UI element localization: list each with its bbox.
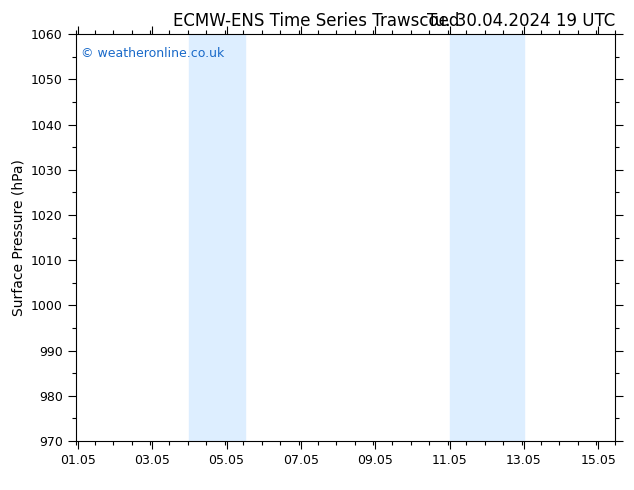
Bar (450, 34, 524, 441)
Text: Tu. 30.04.2024 19 UTC: Tu. 30.04.2024 19 UTC (427, 12, 615, 30)
Bar (190, 34, 245, 441)
Text: ECMW-ENS Time Series Trawscoed: ECMW-ENS Time Series Trawscoed (173, 12, 460, 30)
Text: © weatheronline.co.uk: © weatheronline.co.uk (81, 47, 224, 59)
Y-axis label: Surface Pressure (hPa): Surface Pressure (hPa) (11, 159, 25, 316)
